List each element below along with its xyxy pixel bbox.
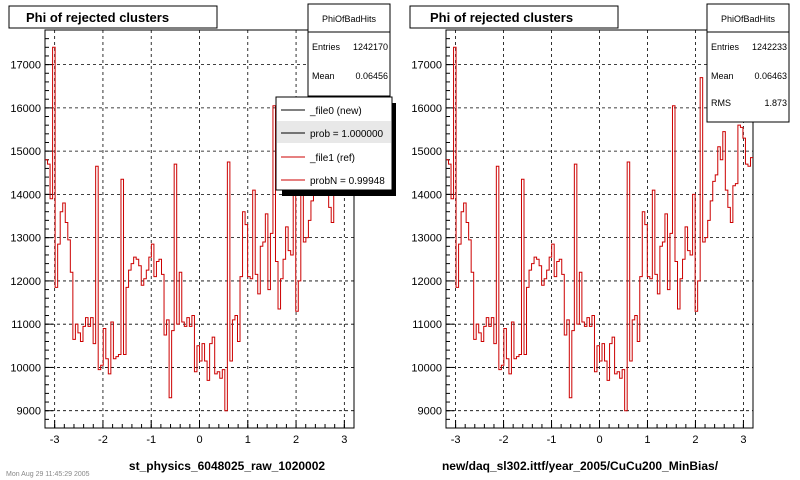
x-tick-label: 2 [692,434,698,446]
right-title: Phi of rejected clusters [430,10,573,25]
x-tick-label: 3 [740,434,746,446]
x-tick-label: -2 [499,434,509,446]
x-tick-label: 0 [196,434,202,446]
x-tick-label: 3 [341,434,347,446]
y-tick-label: 11000 [412,319,442,331]
right-title-box [409,5,619,29]
right-stats-rms-label: RMS [711,98,731,108]
y-tick-label: 13000 [411,233,442,245]
x-tick-label: -3 [50,434,60,446]
x-tick-label: -1 [547,434,557,446]
right-stats-entries-value: 1242233 [752,42,787,52]
left-title-box [8,5,218,29]
left-x-axis-label: st_physics_6048025_raw_1020002 [129,459,325,473]
left-axes: -3 -2 -1 0 1 2 3 9000 10000 11000 12000 13000 14000 1… [10,29,347,446]
left-stats-entries-label: Entries [312,42,341,52]
left-stats-box: PhiOfBadHits Entries 1242170 Mean 0.0645… [307,3,391,97]
left-stats-name: PhiOfBadHits [322,14,377,24]
y-tick-label: 12000 [10,276,41,288]
x-tick-label: -1 [146,434,156,446]
x-tick-label: 1 [644,434,650,446]
x-tick-label: 0 [596,434,602,446]
left-histogram-panel: -3 -2 -1 0 1 2 3 9000 10000 11000 12000 13000 14000 1… [6,3,396,478]
y-tick-label: 17000 [411,60,442,72]
y-tick-label: 15000 [411,146,442,158]
y-tick-label: 14000 [411,189,442,201]
right-histogram-line [446,46,753,412]
left-stats-mean-label: Mean [312,71,335,81]
y-tick-label: 16000 [411,103,442,115]
y-tick-label: 15000 [10,146,41,158]
y-tick-label: 16000 [10,103,41,115]
y-tick-label: 11000 [11,319,41,331]
y-tick-label: 17000 [10,60,41,72]
right-stats-mean-label: Mean [711,71,734,81]
x-tick-label: -2 [98,434,108,446]
y-tick-label: 9000 [418,406,442,418]
y-tick-label: 10000 [10,362,41,374]
y-tick-label: 14000 [10,189,41,201]
right-stats-rms-value: 1.873 [764,98,787,108]
left-stats-mean-value: 0.06456 [355,71,388,81]
y-tick-label: 13000 [10,233,41,245]
y-tick-label: 9000 [17,406,41,418]
left-stats-entries-value: 1242170 [353,42,388,52]
y-tick-label: 12000 [411,276,442,288]
x-tick-label: 2 [293,434,299,446]
right-stats-box: PhiOfBadHits Entries 1242233 Mean 0.0646… [706,3,790,123]
x-tick-label: -3 [451,434,461,446]
right-stats-entries-label: Entries [711,42,740,52]
left-legend: _file0 (new) prob = 1.000000 _file1 (ref… [275,96,396,196]
footer-timestamp: Mon Aug 29 11:45:29 2005 [6,471,90,478]
legend-label-file0: _file0 (new) [309,106,362,117]
legend-label-probn: probN = 0.99948 [310,176,385,187]
legend-label-file1: _file1 (ref) [309,153,355,164]
right-axes: -3 -2 -1 0 1 2 3 9000 10000 11000 12000 13000 14000 1… [411,29,746,446]
left-title: Phi of rejected clusters [26,10,169,25]
right-stats-mean-value: 0.06463 [754,71,787,81]
right-histogram-panel: -3 -2 -1 0 1 2 3 9000 10000 11000 12000 13000 14000 1… [409,3,790,473]
y-tick-label: 10000 [411,362,442,374]
right-x-axis-label: new/daq_sl302.ittf/year_2005/CuCu200_Min… [442,459,719,473]
x-tick-label: 1 [245,434,251,446]
right-stats-name: PhiOfBadHits [721,14,776,24]
legend-label-prob: prob = 1.000000 [310,129,384,140]
